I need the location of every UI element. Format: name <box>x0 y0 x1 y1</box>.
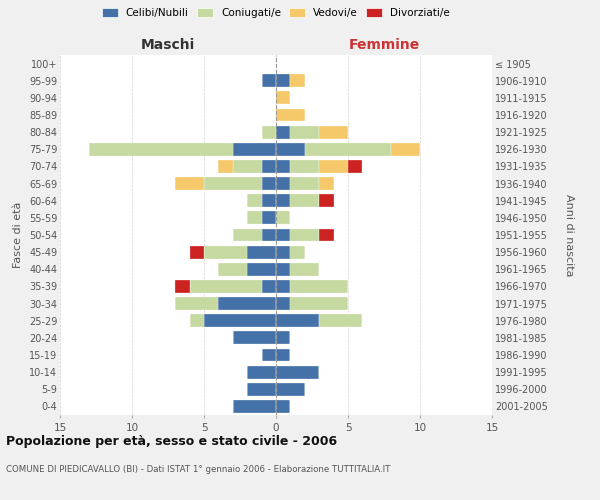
Bar <box>247 212 262 224</box>
Bar <box>319 194 334 207</box>
Bar <box>319 160 348 173</box>
Bar <box>290 74 305 87</box>
Bar <box>233 143 276 156</box>
Bar <box>276 160 290 173</box>
Bar <box>175 177 204 190</box>
Bar <box>276 348 290 362</box>
Bar <box>276 366 319 378</box>
Bar <box>175 297 218 310</box>
Bar <box>262 280 276 293</box>
Bar <box>204 314 276 327</box>
Bar <box>247 383 276 396</box>
Bar <box>276 297 290 310</box>
Bar <box>290 246 305 258</box>
Bar <box>276 126 290 138</box>
Bar <box>262 160 276 173</box>
Bar <box>276 263 290 276</box>
Bar <box>290 280 348 293</box>
Bar <box>276 400 290 413</box>
Text: Maschi: Maschi <box>141 38 195 52</box>
Bar <box>276 332 290 344</box>
Bar <box>262 194 276 207</box>
Text: Popolazione per età, sesso e stato civile - 2006: Popolazione per età, sesso e stato civil… <box>6 435 337 448</box>
Bar <box>262 126 276 138</box>
Bar <box>290 126 319 138</box>
Bar <box>319 228 334 241</box>
Bar <box>218 297 276 310</box>
Bar <box>262 212 276 224</box>
Bar <box>319 314 362 327</box>
Bar <box>290 228 319 241</box>
Bar <box>247 246 276 258</box>
Text: COMUNE DI PIEDICAVALLO (BI) - Dati ISTAT 1° gennaio 2006 - Elaborazione TUTTITAL: COMUNE DI PIEDICAVALLO (BI) - Dati ISTAT… <box>6 465 391 474</box>
Bar <box>233 228 262 241</box>
Bar <box>319 126 348 138</box>
Bar <box>276 108 305 122</box>
Bar <box>218 160 233 173</box>
Bar <box>276 177 290 190</box>
Bar <box>290 297 348 310</box>
Bar <box>290 177 319 190</box>
Bar <box>262 348 276 362</box>
Bar <box>204 246 247 258</box>
Bar <box>190 280 262 293</box>
Bar <box>262 177 276 190</box>
Bar <box>290 194 319 207</box>
Bar <box>262 74 276 87</box>
Bar <box>290 160 319 173</box>
Bar <box>276 280 290 293</box>
Bar <box>233 400 276 413</box>
Bar <box>190 314 204 327</box>
Text: Femmine: Femmine <box>349 38 419 52</box>
Bar <box>319 177 334 190</box>
Bar <box>348 160 362 173</box>
Bar <box>233 160 262 173</box>
Bar <box>247 194 262 207</box>
Bar <box>305 143 391 156</box>
Bar <box>276 194 290 207</box>
Y-axis label: Fasce di età: Fasce di età <box>13 202 23 268</box>
Bar <box>247 263 276 276</box>
Bar <box>233 332 276 344</box>
Bar <box>276 212 290 224</box>
Bar <box>276 314 319 327</box>
Bar <box>89 143 233 156</box>
Bar <box>218 263 247 276</box>
Y-axis label: Anni di nascita: Anni di nascita <box>565 194 574 276</box>
Bar <box>262 228 276 241</box>
Bar <box>276 246 290 258</box>
Bar <box>391 143 420 156</box>
Bar <box>276 92 290 104</box>
Bar <box>276 143 305 156</box>
Bar <box>290 263 319 276</box>
Bar <box>175 280 190 293</box>
Bar <box>190 246 204 258</box>
Bar <box>276 383 305 396</box>
Legend: Celibi/Nubili, Coniugati/e, Vedovi/e, Divorziati/e: Celibi/Nubili, Coniugati/e, Vedovi/e, Di… <box>102 8 450 18</box>
Bar <box>276 228 290 241</box>
Bar <box>204 177 262 190</box>
Bar <box>247 366 276 378</box>
Bar <box>276 74 290 87</box>
